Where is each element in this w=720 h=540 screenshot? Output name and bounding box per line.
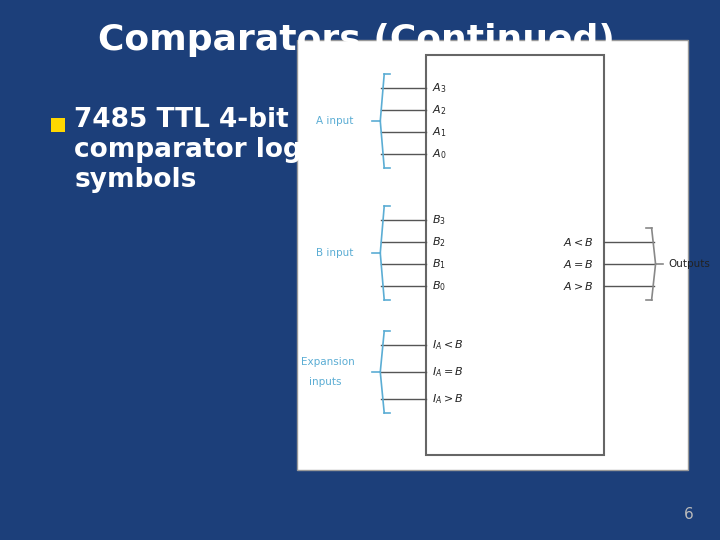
Text: Outputs: Outputs	[668, 259, 711, 269]
Text: 6: 6	[683, 507, 693, 522]
Text: $I_A = B$: $I_A = B$	[432, 365, 463, 379]
Text: B input: B input	[316, 248, 354, 258]
Text: $A = B$: $A = B$	[563, 258, 594, 270]
Bar	[52, 118, 66, 132]
Text: $A_2$: $A_2$	[432, 103, 446, 117]
Text: $A_1$: $A_1$	[432, 125, 446, 139]
Text: Comparators (Continued): Comparators (Continued)	[98, 23, 615, 57]
Text: $A_3$: $A_3$	[432, 81, 446, 95]
Text: symbols: symbols	[74, 167, 197, 193]
Text: A input: A input	[316, 116, 354, 126]
Text: comparator logic: comparator logic	[74, 137, 327, 163]
Text: $B_3$: $B_3$	[432, 213, 446, 227]
Text: $A < B$: $A < B$	[563, 236, 594, 248]
Text: inputs: inputs	[309, 377, 341, 387]
Text: $I_A < B$: $I_A < B$	[432, 338, 463, 352]
Text: 7485 TTL 4-bit: 7485 TTL 4-bit	[74, 107, 289, 133]
Text: $I_A > B$: $I_A > B$	[432, 392, 463, 406]
Text: $B_0$: $B_0$	[432, 279, 446, 293]
Text: Expansion: Expansion	[301, 357, 355, 367]
Text: $A_0$: $A_0$	[432, 147, 446, 161]
Bar	[297, 40, 688, 470]
Text: $B_1$: $B_1$	[432, 257, 446, 271]
Text: $B_2$: $B_2$	[432, 235, 446, 249]
Text: $A > B$: $A > B$	[563, 280, 594, 292]
Bar	[426, 55, 604, 455]
